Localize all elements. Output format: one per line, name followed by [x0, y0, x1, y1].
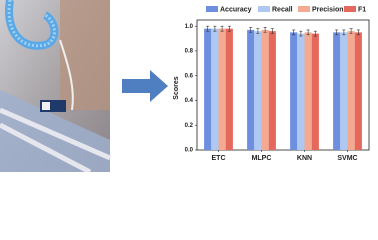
figure: Scores 0.0 0.2 0.4 0.6 0.8 1.0 Accuracy Recall P…	[0, 0, 370, 172]
legend-label: Precision	[312, 6, 344, 13]
error-bar	[256, 28, 260, 34]
legend-swatch	[206, 6, 218, 12]
page: {"chart_data": {"type": "bar", "y_label"…	[0, 0, 370, 172]
plot-frame	[196, 19, 370, 151]
bar	[333, 32, 341, 150]
bar	[290, 32, 298, 150]
error-bar	[349, 28, 353, 34]
bar	[340, 32, 348, 150]
legend-swatch	[344, 6, 356, 12]
error-bar	[270, 28, 274, 34]
y-tick-label: 0.2	[185, 123, 194, 129]
y-axis-label: Scores	[173, 76, 180, 99]
legend-label: F1	[358, 6, 366, 13]
bar	[247, 29, 255, 150]
bar	[354, 32, 362, 150]
photo	[0, 0, 111, 172]
y-tick-label: 0.8	[185, 49, 194, 55]
bar	[304, 32, 312, 150]
legend-swatch	[298, 6, 310, 12]
legend-label: Recall	[272, 6, 293, 13]
error-bar	[227, 25, 231, 32]
y-tick-label: 0.0	[185, 148, 194, 154]
error-bar	[299, 30, 303, 37]
bar	[254, 31, 262, 151]
x-tick-label: ETC	[212, 155, 226, 162]
bar	[311, 33, 319, 150]
x-tick-label: MLPC	[252, 155, 272, 162]
bar	[261, 29, 269, 150]
y-tick-label: 0.4	[185, 98, 194, 104]
error-bar	[213, 25, 217, 32]
bar	[225, 28, 233, 151]
error-bar	[306, 29, 310, 36]
y-tick-label: 1.0	[185, 24, 194, 30]
error-bar	[292, 29, 296, 36]
bar	[218, 28, 226, 151]
error-bar	[313, 30, 317, 37]
error-bar	[356, 29, 360, 36]
bar	[204, 28, 212, 151]
error-bar	[220, 25, 224, 32]
legend-label: Accuracy	[220, 6, 252, 13]
bar	[211, 28, 219, 151]
legend-swatch	[258, 6, 270, 12]
error-bar	[335, 29, 339, 36]
bar	[297, 33, 305, 150]
y-tick-label: 0.6	[185, 73, 194, 79]
x-tick-label: SVMC	[337, 155, 357, 162]
error-bar	[249, 27, 253, 33]
error-bar	[263, 27, 267, 33]
bar	[347, 31, 355, 151]
x-tick-label: KNN	[297, 155, 312, 162]
arrow	[122, 70, 168, 102]
error-bar	[206, 25, 210, 32]
bar	[268, 31, 276, 151]
error-bar	[342, 29, 346, 36]
